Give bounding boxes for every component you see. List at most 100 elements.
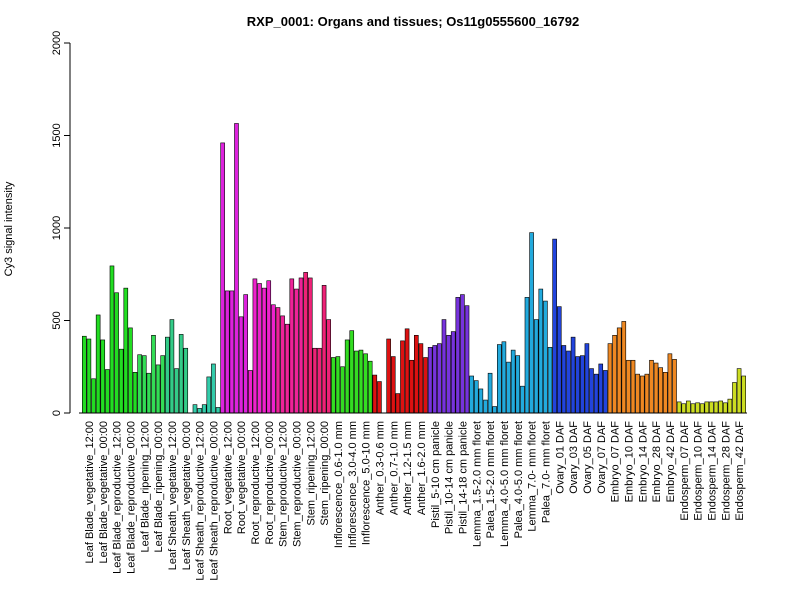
x-category-label: Embryo_07 DAF (610, 421, 622, 503)
x-category-label: Stem_reproductive_00:00 (291, 421, 303, 547)
bar (552, 238, 557, 414)
x-category-label: Root_vegetative_12:00 (222, 421, 234, 534)
x-category-label: Palea_4.0-5.0 mm floret (513, 421, 525, 538)
x-category-label: Anther_1.6-2.0 mm (416, 421, 428, 515)
bar (423, 357, 428, 414)
bar (501, 341, 507, 414)
x-category-label: Stem_ripening_12:00 (305, 421, 317, 526)
bar (663, 371, 668, 414)
bar (699, 403, 705, 414)
x-category-label: Endosperm_14 DAF (706, 421, 718, 521)
bar (155, 364, 161, 414)
bar (224, 290, 230, 414)
bar (266, 280, 272, 414)
bar (639, 375, 645, 414)
bar (722, 402, 728, 414)
x-category-label: Leaf Blade_vegetative_00:00 (98, 421, 110, 564)
bar (487, 372, 493, 414)
bar (197, 408, 202, 414)
bar (506, 361, 511, 414)
bar (690, 403, 696, 414)
bar (363, 353, 368, 414)
x-category-label: Embryo_28 DAF (651, 421, 663, 503)
bar (114, 292, 119, 414)
bar (432, 345, 438, 414)
bar (294, 288, 299, 414)
bar (400, 340, 405, 414)
bar (497, 344, 502, 414)
bar (86, 338, 92, 414)
bar (211, 363, 216, 414)
bar (321, 285, 327, 414)
bar (326, 319, 331, 414)
bar (667, 353, 673, 414)
bar (589, 368, 594, 414)
x-category-label: Pistil_10-14 cm panicle (444, 421, 456, 534)
bar (303, 272, 308, 414)
bar (515, 355, 521, 414)
x-category-label: Anther_0.7-1.0 mm (388, 421, 400, 515)
bar (538, 288, 544, 414)
bar (206, 376, 212, 414)
bar (483, 399, 488, 414)
x-axis-labels: Leaf Blade_vegetative_12:00 Leaf Blade_ve… (84, 421, 746, 581)
x-category-label: Pistil_14-18 cm panicle (457, 421, 469, 534)
x-category-label: Leaf Blade_ripening_12:00 (139, 421, 151, 553)
x-category-label: Inflorescence_3.0-4.0 mm (347, 421, 359, 548)
x-category-label: Root_reproductive_00:00 (264, 421, 276, 545)
bar (658, 367, 663, 414)
x-category-label: Palea_7.0- mm floret (540, 421, 552, 523)
bar (123, 287, 129, 414)
x-category-label: Leaf Blade_ripening_00:00 (153, 421, 165, 553)
bar (598, 363, 604, 414)
bar (409, 359, 414, 414)
x-category-label: Lemma_4.0-5.0 mm floret (499, 421, 511, 547)
bar (132, 371, 138, 414)
bar (681, 403, 687, 414)
x-category-label: Stem_ripening_00:00 (319, 421, 331, 526)
bar (95, 314, 101, 414)
bar (248, 370, 253, 414)
bar (220, 142, 225, 414)
bar (390, 356, 396, 414)
bar (478, 388, 484, 414)
bar (298, 277, 304, 414)
bar (418, 343, 424, 414)
bar (234, 123, 239, 414)
bar (165, 336, 170, 414)
bar (201, 404, 207, 414)
bar (91, 378, 96, 414)
x-category-label: Leaf Sheath_reproductive_00:00 (208, 421, 220, 581)
x-category-label: Ovary_05 DAF (582, 421, 594, 494)
bar (529, 232, 534, 414)
bar (450, 331, 456, 414)
bar (704, 401, 710, 414)
bar (644, 373, 650, 414)
y-tick-label: 0 (51, 410, 63, 416)
bar (312, 347, 318, 414)
bar (510, 349, 516, 414)
bar (261, 287, 267, 414)
bar (616, 327, 622, 414)
bar (252, 278, 258, 414)
bar (100, 339, 106, 414)
bar (727, 398, 733, 414)
x-category-label: Inflorescence_0.6-1.0 mm (333, 421, 345, 548)
bar (178, 334, 184, 414)
bar (317, 347, 322, 414)
bar (307, 277, 313, 414)
bar (243, 294, 248, 414)
x-category-label: Lemma_7.0- mm floret (527, 421, 539, 532)
bar (473, 380, 479, 414)
x-category-label: Embryo_10 DAF (623, 421, 635, 503)
x-category-label: Endosperm_10 DAF (693, 421, 705, 521)
bar (372, 374, 378, 414)
bar (713, 401, 719, 414)
bar (732, 382, 737, 414)
bar (695, 402, 700, 414)
bar (280, 315, 285, 414)
x-category-label: Stem_reproductive_12:00 (278, 421, 290, 547)
bar (543, 300, 548, 414)
bar (686, 400, 691, 414)
bar (593, 373, 599, 414)
